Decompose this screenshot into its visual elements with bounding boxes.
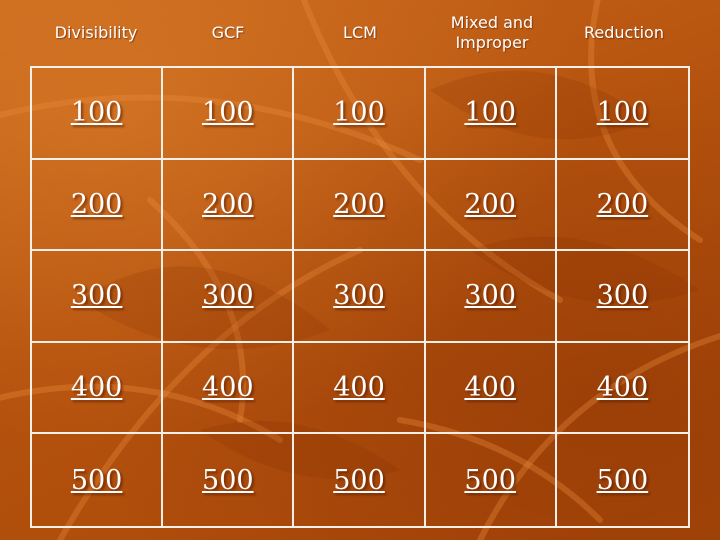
point-value-link[interactable]: 400 xyxy=(70,372,123,404)
point-value-link[interactable]: 100 xyxy=(333,97,385,129)
board-cell[interactable]: 500 xyxy=(426,434,557,526)
board-cell[interactable]: 300 xyxy=(32,251,164,343)
point-value-link[interactable]: 500 xyxy=(202,464,254,496)
category-header-gcf: GCF xyxy=(211,23,245,42)
board-cell[interactable]: 400 xyxy=(556,343,688,435)
point-value-link[interactable]: 200 xyxy=(333,188,385,220)
board-cell[interactable]: 100 xyxy=(163,68,295,160)
point-value-link[interactable]: 300 xyxy=(464,280,516,312)
board-cell[interactable]: 100 xyxy=(556,68,688,160)
board-cell[interactable]: 100 xyxy=(425,68,557,160)
board-cell[interactable]: 200 xyxy=(425,159,557,252)
point-value-link[interactable]: 200 xyxy=(202,188,254,220)
point-value-link[interactable]: 100 xyxy=(464,97,516,129)
point-value-link[interactable]: 300 xyxy=(333,280,385,312)
point-value-link[interactable]: 400 xyxy=(464,372,516,404)
category-header-mixed-and-improper: Mixed and Improper xyxy=(450,13,534,52)
point-value-link[interactable]: 400 xyxy=(202,372,254,404)
board-cell[interactable]: 200 xyxy=(32,159,164,252)
point-value-link[interactable]: 300 xyxy=(70,280,123,312)
board-cell[interactable]: 400 xyxy=(163,342,295,435)
board-cell[interactable]: 100 xyxy=(294,68,426,160)
board-cell[interactable]: 400 xyxy=(32,342,164,435)
category-header-divisibility: Divisibility xyxy=(54,23,138,42)
point-value-link[interactable]: 100 xyxy=(596,97,649,129)
category-header-lcm: LCM xyxy=(343,23,377,42)
board-cell[interactable]: 200 xyxy=(294,159,426,252)
board-cell[interactable]: 500 xyxy=(557,434,688,526)
point-value-link[interactable]: 500 xyxy=(333,464,385,496)
category-header-reduction: Reduction xyxy=(584,23,664,42)
point-value-link[interactable]: 500 xyxy=(596,464,649,496)
point-value-link[interactable]: 400 xyxy=(333,372,385,404)
point-value-link[interactable]: 500 xyxy=(464,464,516,496)
point-value-link[interactable]: 300 xyxy=(202,280,254,312)
board-cell[interactable]: 100 xyxy=(32,68,164,160)
board-cell[interactable]: 300 xyxy=(294,251,426,343)
point-value-link[interactable]: 100 xyxy=(70,97,123,129)
board-cell[interactable]: 300 xyxy=(556,251,688,343)
point-value-link[interactable]: 200 xyxy=(70,188,123,220)
point-value-link[interactable]: 200 xyxy=(464,188,516,220)
point-value-link[interactable]: 200 xyxy=(596,188,649,220)
board-cell[interactable]: 300 xyxy=(425,251,557,343)
board-cell[interactable]: 500 xyxy=(294,434,426,526)
point-value-link[interactable]: 300 xyxy=(596,280,649,312)
board-cell[interactable]: 300 xyxy=(163,251,295,343)
point-value-link[interactable]: 100 xyxy=(202,97,254,129)
board-cell[interactable]: 500 xyxy=(163,434,295,526)
board-cell[interactable]: 200 xyxy=(556,160,688,252)
board-cell[interactable]: 200 xyxy=(163,159,295,252)
board-cell[interactable]: 500 xyxy=(32,434,164,526)
board-cell[interactable]: 400 xyxy=(294,342,426,435)
point-value-link[interactable]: 500 xyxy=(70,464,123,496)
category-header-row: Divisibility GCF LCM Mixed and Improper … xyxy=(30,0,690,66)
point-value-link[interactable]: 400 xyxy=(596,372,649,404)
board-cell[interactable]: 400 xyxy=(425,342,557,435)
jeopardy-board: 100 100 100 100 100 200 200 200 200 200 … xyxy=(30,66,690,528)
